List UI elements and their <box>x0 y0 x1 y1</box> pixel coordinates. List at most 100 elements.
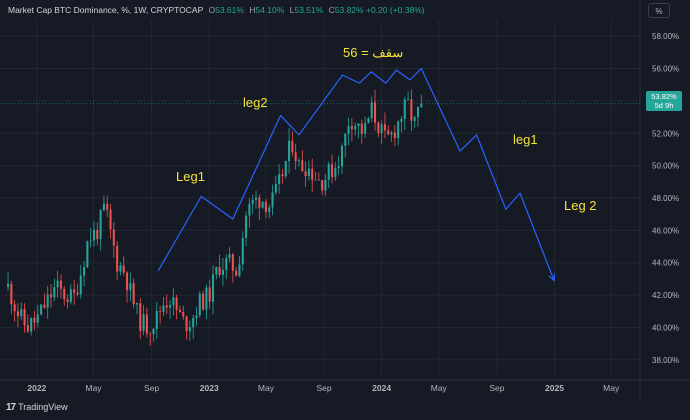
candle-body <box>397 121 400 139</box>
candle-body <box>321 180 324 191</box>
candle-body <box>126 272 129 291</box>
candle-body <box>152 328 155 335</box>
x-tick-label: 2024 <box>372 383 391 393</box>
candle-body <box>10 283 13 305</box>
candle-body <box>294 152 297 162</box>
candle-body <box>370 102 373 119</box>
candle-body <box>261 201 264 208</box>
candle-body <box>195 315 198 319</box>
candle-body <box>354 125 357 130</box>
candle-body <box>49 294 53 298</box>
candle-body <box>46 294 49 308</box>
x-tick-label: Sep <box>316 383 331 393</box>
candle-body <box>407 99 410 101</box>
candle-body <box>228 254 231 259</box>
candle-body <box>215 266 218 275</box>
candle-body <box>99 210 102 240</box>
leg2-up-annotation: leg2 <box>243 95 268 110</box>
candle-body <box>33 317 36 323</box>
candle-body <box>16 311 19 317</box>
candle-body <box>188 327 191 332</box>
candle-body <box>245 215 248 238</box>
leg2-down-annotation: Leg 2 <box>564 198 597 213</box>
candle-body <box>63 288 66 300</box>
candle-body <box>284 161 287 177</box>
tradingview-logo[interactable]: 17 TradingView <box>6 402 68 413</box>
candle-body <box>185 316 188 332</box>
candle-body <box>327 164 330 180</box>
candle-body <box>59 280 62 289</box>
candle-body <box>165 305 168 308</box>
y-tick-label: 50.00% <box>652 162 679 171</box>
candle-body <box>380 124 383 133</box>
candle-body <box>311 168 314 180</box>
x-tick-label: May <box>603 383 620 393</box>
candle-body <box>268 207 271 213</box>
candle-body <box>281 174 284 177</box>
candle-body <box>83 267 86 276</box>
y-tick-label: 56.00% <box>652 65 679 74</box>
candle-body <box>251 199 254 204</box>
candle-body <box>241 237 244 265</box>
open-value: 53.61% <box>215 5 244 15</box>
candle-body <box>360 123 363 134</box>
close-label: C <box>328 5 335 15</box>
candle-body <box>169 305 172 308</box>
last-price-tag: 53.82% 5d 9h <box>646 91 682 111</box>
candle-body <box>192 318 195 328</box>
candle-body <box>102 203 105 211</box>
candle-body <box>116 245 119 272</box>
candle-body <box>314 179 317 181</box>
percent-scale-button[interactable]: % <box>648 3 670 18</box>
leg1-down-annotation: leg1 <box>513 132 538 147</box>
last-price-value: 53.82% <box>651 92 677 101</box>
high-value: 54.10% <box>255 5 285 15</box>
candle-body <box>7 283 10 287</box>
candle-body <box>20 309 23 317</box>
candle-body <box>357 123 360 126</box>
candle-body <box>291 140 294 153</box>
candle-body <box>43 304 46 308</box>
tradingview-name: TradingView <box>18 402 68 412</box>
candles <box>7 89 423 346</box>
candle-body <box>205 287 208 310</box>
y-tick-label: 44.00% <box>652 259 679 268</box>
candle-body <box>73 289 76 293</box>
candle-body <box>208 287 211 302</box>
candle-body <box>337 166 340 169</box>
candle-body <box>235 270 238 276</box>
candle-body <box>26 325 29 332</box>
low-value: 53.51% <box>294 5 324 15</box>
open-label: O <box>208 5 216 15</box>
low-label: L <box>289 5 295 15</box>
candle-body <box>390 132 393 135</box>
candle-body <box>254 197 258 200</box>
bar-countdown: 5d 9h <box>654 101 674 110</box>
candle-body <box>344 133 347 146</box>
candle-body <box>350 126 353 130</box>
y-tick-label: 38.00% <box>652 356 679 365</box>
candle-body <box>393 132 396 139</box>
x-axis[interactable]: 2022 May Sep 2023 May Sep 2024 May Sep 2025 May <box>27 383 620 393</box>
candle-body <box>56 280 59 288</box>
candle-body <box>149 333 152 335</box>
candle-body <box>248 203 251 216</box>
y-axis[interactable]: 38.00% 40.00% 42.00% 44.00% 46.00% 48.00% 50.0… <box>652 32 679 365</box>
candle-body <box>106 203 109 210</box>
candle-body <box>383 124 386 131</box>
candle-body <box>410 99 413 121</box>
projection-arrowhead <box>548 273 556 282</box>
candle-body <box>377 122 380 133</box>
candle-body <box>274 183 277 193</box>
candle-body <box>364 123 367 134</box>
candle-body <box>307 168 310 177</box>
candle-body <box>172 297 175 306</box>
candle-body <box>278 174 281 184</box>
candle-body <box>155 310 158 329</box>
candle-body <box>340 145 343 167</box>
candle-body <box>122 265 125 273</box>
y-tick-label: 40.00% <box>652 323 679 332</box>
candle-body <box>387 130 390 135</box>
candle-body <box>109 209 112 230</box>
